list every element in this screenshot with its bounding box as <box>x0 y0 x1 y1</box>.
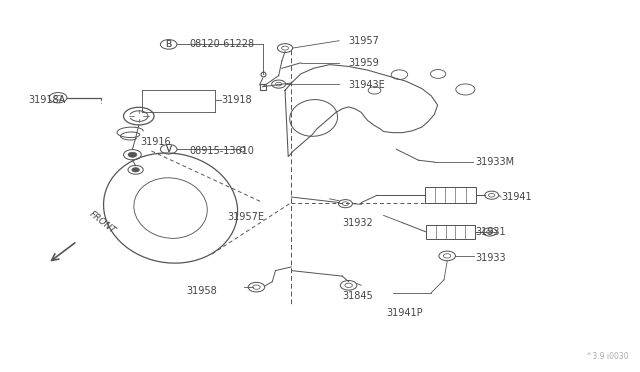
Circle shape <box>128 152 137 157</box>
Text: B: B <box>166 40 172 49</box>
Text: 31957: 31957 <box>349 36 380 46</box>
Text: V: V <box>166 145 172 154</box>
Text: 31957E: 31957E <box>228 212 265 222</box>
Text: B: B <box>166 40 172 49</box>
Text: 08915-13610: 08915-13610 <box>189 146 255 156</box>
Text: 31941P: 31941P <box>387 308 424 318</box>
Bar <box>426 225 474 239</box>
Text: 31943E: 31943E <box>349 80 385 90</box>
Text: 31958: 31958 <box>186 286 217 296</box>
Text: FRONT: FRONT <box>88 210 118 235</box>
Text: 31941: 31941 <box>501 192 532 202</box>
Text: 31959: 31959 <box>349 58 380 68</box>
Text: 31932: 31932 <box>342 218 373 228</box>
Text: V: V <box>166 145 172 154</box>
Text: 31933: 31933 <box>476 253 506 263</box>
Text: 08120-61228: 08120-61228 <box>189 39 255 49</box>
Text: 31916: 31916 <box>141 137 172 147</box>
Circle shape <box>132 168 140 172</box>
Text: 31845: 31845 <box>342 291 373 301</box>
Text: 31918: 31918 <box>221 94 252 105</box>
Text: 31918A: 31918A <box>29 94 66 105</box>
Text: 31933M: 31933M <box>476 157 515 167</box>
Text: 31931: 31931 <box>476 227 506 237</box>
Bar <box>425 187 476 203</box>
Text: ^3.9 i0030: ^3.9 i0030 <box>586 352 628 361</box>
